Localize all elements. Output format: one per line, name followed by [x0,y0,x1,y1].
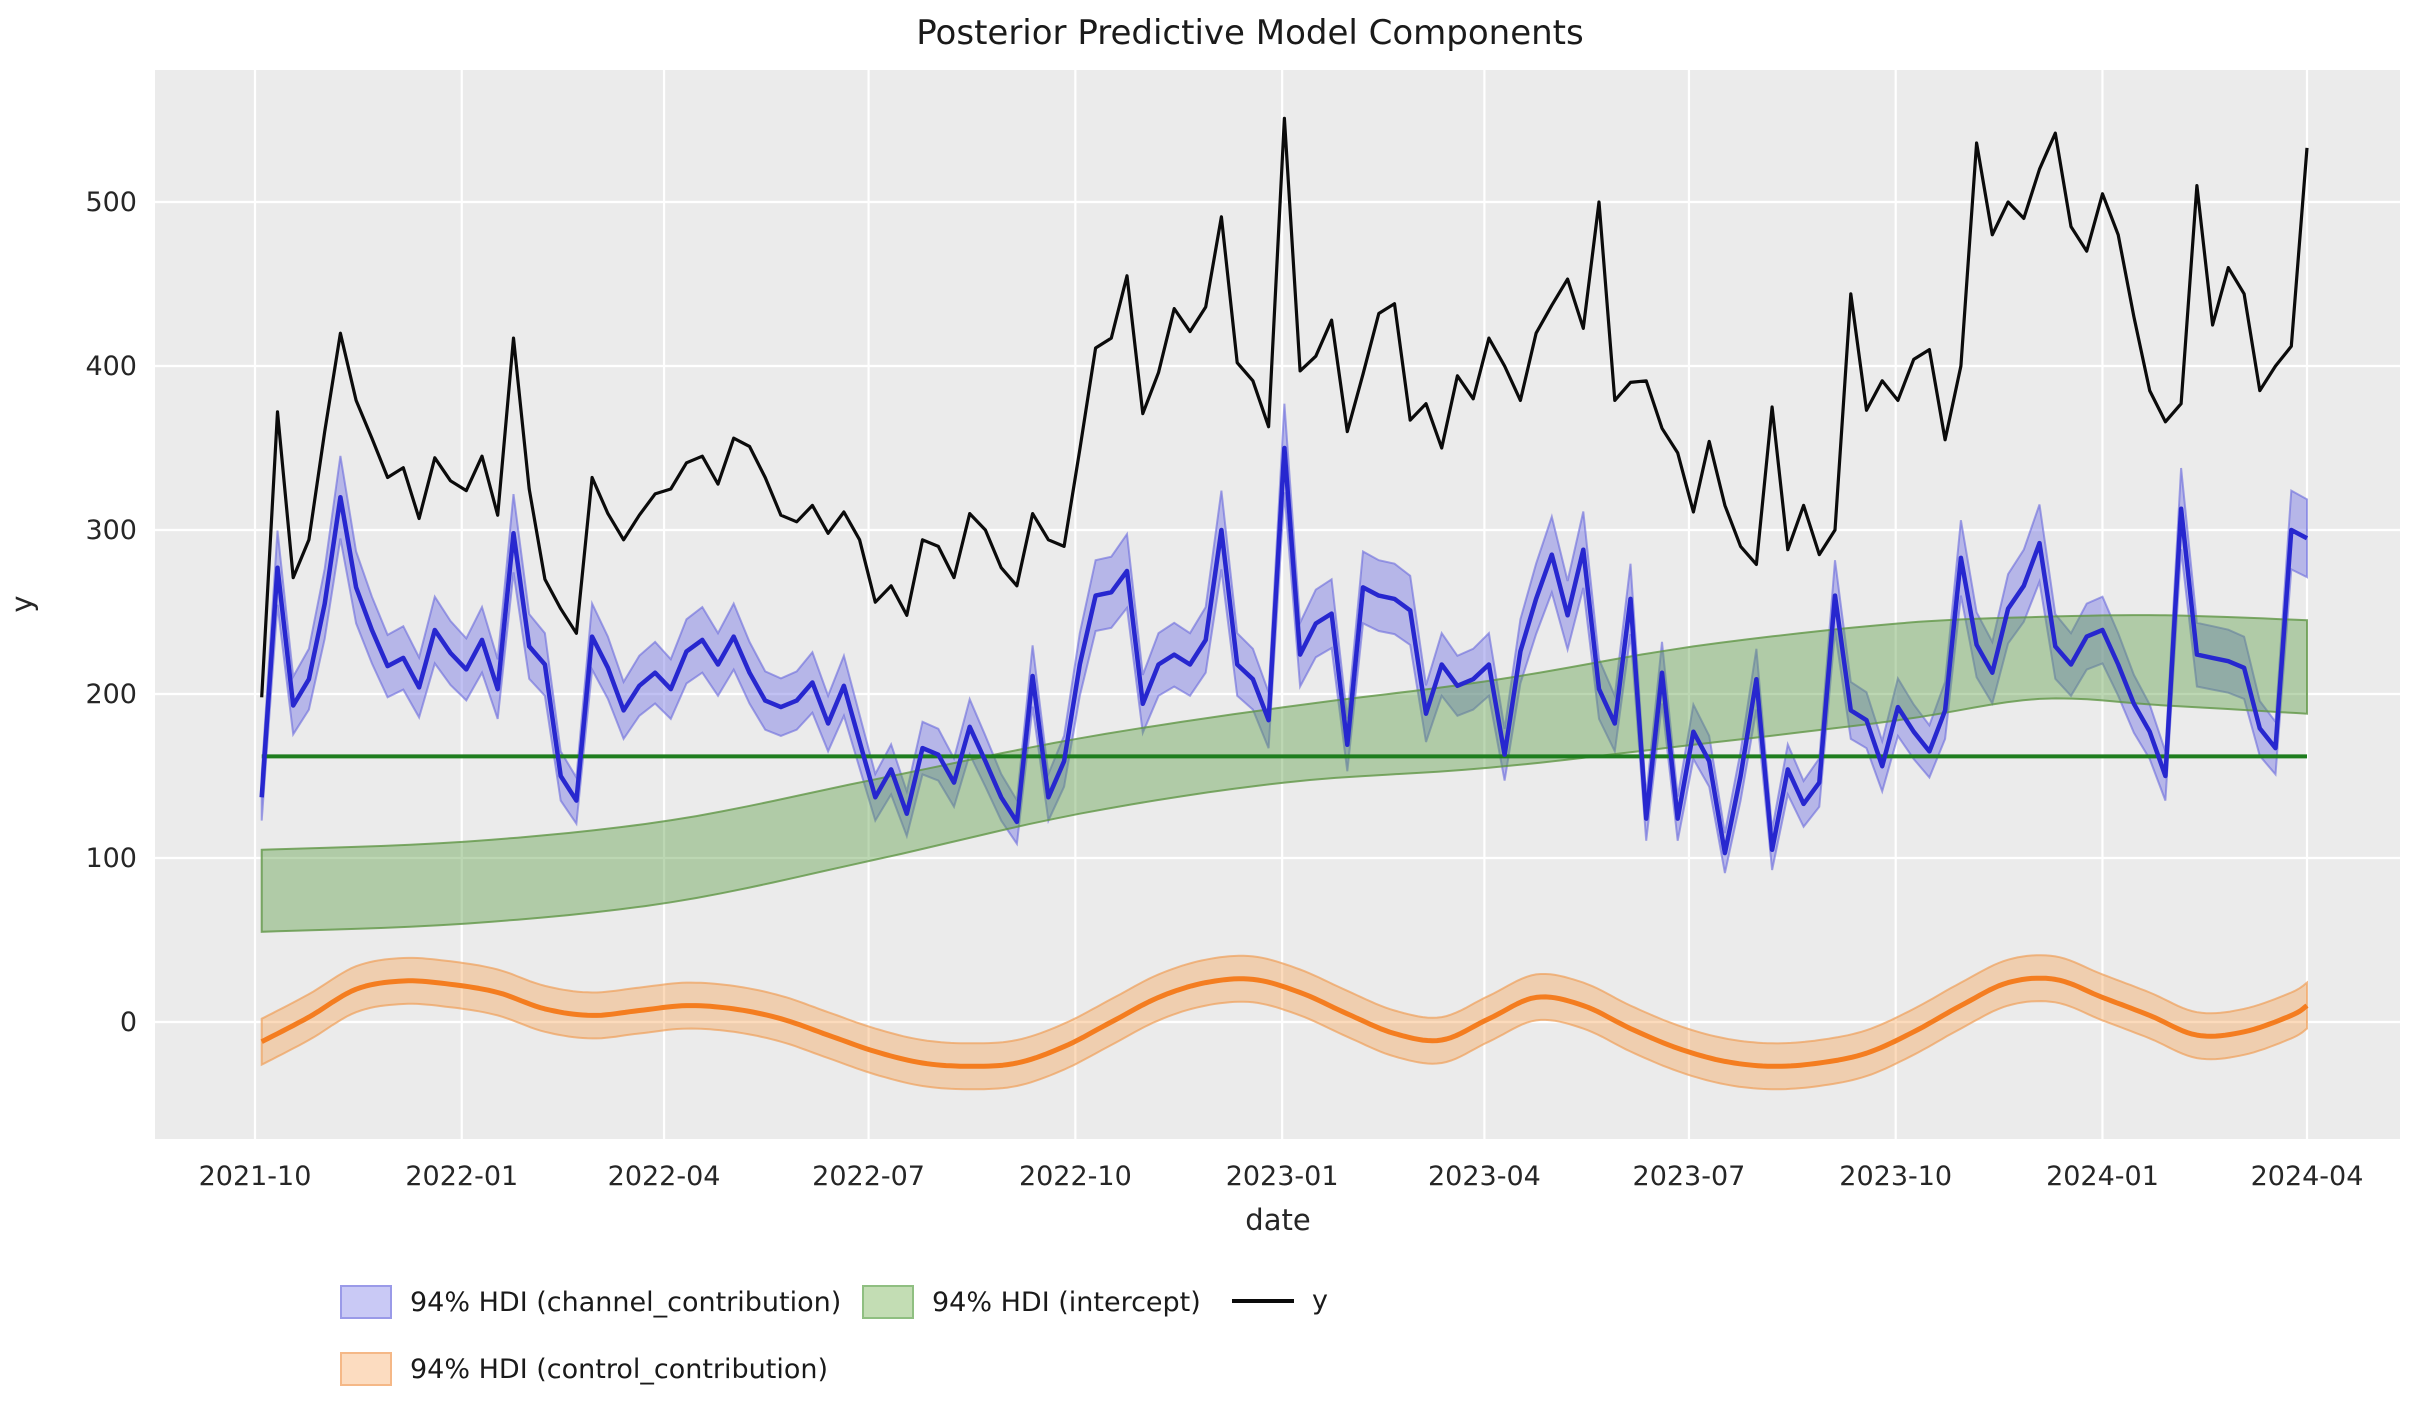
x-tick-label: 2021-10 [199,1161,312,1192]
control-contribution-line [260,975,2309,1069]
x-tick-label: 2024-01 [2046,1161,2159,1192]
legend-label: 94% HDI (control_contribution) [410,1353,829,1385]
y-observed-line [260,116,2309,698]
y-axis-label: y [5,595,39,612]
x-tick-label: 2023-01 [1226,1161,1339,1192]
legend-label: y [1312,1285,1328,1316]
intercept-hdi-swatch [862,1285,914,1319]
x-tick-label: 2022-04 [608,1161,721,1192]
data-series [259,116,2309,1091]
y-tick-label: 100 [85,843,137,874]
tick-labels: 2021-10 2022-01 2022-04 2022-07 2022-10 2023-… [85,187,2363,1192]
y-tick-label: 400 [85,351,137,382]
y-tick-label: 0 [120,1007,137,1038]
legend-label: 94% HDI (channel_contribution) [410,1286,842,1318]
x-tick-label: 2023-07 [1633,1161,1746,1192]
x-tick-label: 2023-10 [1839,1161,1952,1192]
legend-item-intercept: 94% HDI (intercept) [862,1285,1201,1319]
channel-hdi-swatch [340,1285,392,1319]
x-tick-label: 2024-04 [2251,1161,2364,1192]
legend-item-channel-contribution: 94% HDI (channel_contribution) [340,1285,841,1319]
y-tick-label: 500 [85,187,137,218]
legend-item-control-contribution: 94% HDI (control_contribution) [340,1352,828,1386]
y-tick-label: 300 [85,515,137,546]
channel-hdi-band [260,403,2308,874]
x-axis-label: date [1245,1203,1310,1237]
intercept-hdi-band [260,614,2308,933]
x-tick-label: 2022-01 [405,1161,518,1192]
control-hdi-band [260,954,2308,1091]
chart-title: Posterior Predictive Model Components [916,13,1583,53]
x-tick-label: 2022-07 [812,1161,925,1192]
legend-label: 94% HDI (intercept) [932,1286,1201,1318]
legend-item-y: y [1232,1285,1328,1316]
control-hdi-swatch [340,1352,392,1386]
y-line-swatch [1232,1298,1294,1303]
x-tick-label: 2023-04 [1428,1161,1541,1192]
channel-contribution-line [259,445,2309,856]
y-tick-label: 200 [85,679,137,710]
x-tick-label: 2022-10 [1019,1161,1132,1192]
